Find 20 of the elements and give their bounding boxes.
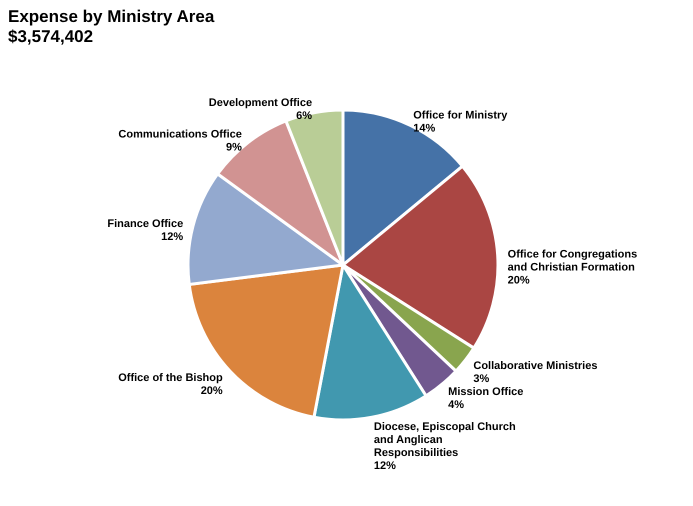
slice-label: Office for Congregations and Christian Formation bbox=[508, 248, 638, 274]
slice-label: Development Office bbox=[208, 96, 312, 109]
slice-label: Communications Office bbox=[118, 128, 242, 141]
data-label: 12% bbox=[161, 230, 184, 243]
chart-title: Expense by Ministry Area bbox=[8, 7, 215, 26]
data-label: 6% bbox=[296, 110, 312, 122]
slice-label: Office of the Bishop bbox=[118, 372, 223, 384]
slice-label: Collaborative Ministries bbox=[473, 360, 598, 372]
chart-subtitle: $3,574,402 bbox=[8, 27, 94, 46]
data-label: 4% bbox=[448, 399, 464, 412]
data-label: 20% bbox=[200, 384, 223, 397]
slice-label: Office for Ministry bbox=[413, 110, 508, 122]
data-label: 12% bbox=[374, 460, 396, 472]
data-label: 20% bbox=[508, 274, 530, 287]
slice-label: Finance Office bbox=[107, 218, 184, 230]
data-label: 14% bbox=[413, 122, 436, 135]
data-label: 9% bbox=[226, 142, 242, 154]
data-label: 3% bbox=[473, 373, 490, 386]
slice-label: Mission Office bbox=[448, 386, 524, 398]
slice-label: Diocese, Episcopal Church and Anglican Responsibilities bbox=[374, 421, 516, 460]
